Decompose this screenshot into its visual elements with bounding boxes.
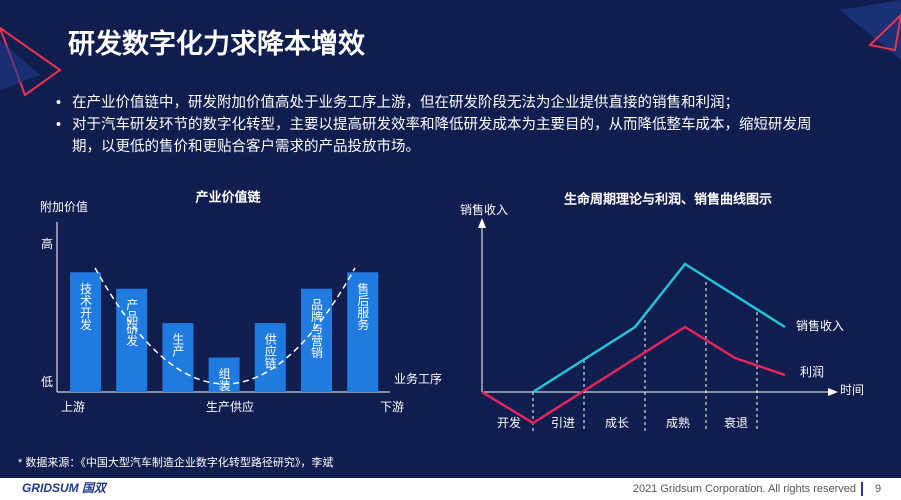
lifecycle: 生命周期理论与利润、销售曲线图示 销售收入 时间 销售收入 利润 开发 引进 成… [460,191,864,432]
x-axis-label: 时间 [840,383,864,397]
page-number: 9 [875,483,881,495]
stage-label: 成长 [605,416,629,430]
bullet: 在产业价值链中，研发附加价值高处于业务工序上游，但在研发阶段无法为企业提供直接的… [56,92,831,114]
decor [867,13,901,52]
bullets: 在产业价值链中，研发附加价值高处于业务工序上游，但在研发阶段无法为企业提供直接的… [56,92,831,158]
y-low: 低 [41,375,53,389]
series-label: 利润 [800,365,824,379]
stage-label: 成熟 [666,415,690,430]
bar-label: 产品研发 [125,298,139,346]
stage-dividers [532,282,758,432]
title: 研发数字化力求降本增效 [68,28,365,59]
decor [0,40,40,90]
bar [208,357,240,392]
bullet: 对于汽车研发环节的数字化转型，主要以提高研发效率和降低研发成本为主要目的，从而降… [56,114,831,158]
stage-label: 引进 [551,416,575,430]
bar-label: 技术开发 [79,282,93,330]
source: * 数据来源：《中国大型汽车制造企业数字化转型路径研究》，李斌 [18,455,333,469]
x-label: 下游 [380,400,404,414]
y-label: 附加价值 [40,199,88,214]
copyright: 2021 Gridsum Corporation. All rights res… [633,483,856,495]
y-high: 高 [41,236,53,251]
bar [162,323,194,392]
bar [347,272,379,392]
logo: GRIDSUM 国双 [22,481,108,495]
x-axis-label: 业务工序 [394,371,442,386]
bar-label: 供应链 [263,333,277,369]
series-label: 销售收入 [796,318,844,333]
decor [840,0,901,60]
chart-title: 产业价值链 [195,189,261,204]
sales-line [532,262,786,394]
bar-label: 售后服务 [356,281,370,330]
stage-label: 衰退 [724,415,748,430]
arrow [828,388,838,396]
bar [254,323,286,392]
footer-bar [0,478,901,500]
bar-label: 组装 [217,367,231,392]
x-label: 生产供应 [206,399,254,414]
bar [301,288,332,392]
bar-label: 生产 [171,333,185,358]
stage-label: 开发 [497,415,521,430]
x-label: 上游 [61,400,85,414]
bar [70,272,101,392]
chart-title: 生命周期理论与利润、销售曲线图示 [564,191,772,206]
y-label: 销售收入 [460,202,508,217]
bar [116,288,148,392]
value-chain: 产业价值链 附加价值 高 低 业务工序 上游 生产供应 下游 技术开发 产品研发生… [40,189,442,414]
arrow [478,218,486,228]
profit-line [481,325,786,425]
trend-curve [94,267,356,385]
bar-label: 品牌与营销 [310,299,324,359]
